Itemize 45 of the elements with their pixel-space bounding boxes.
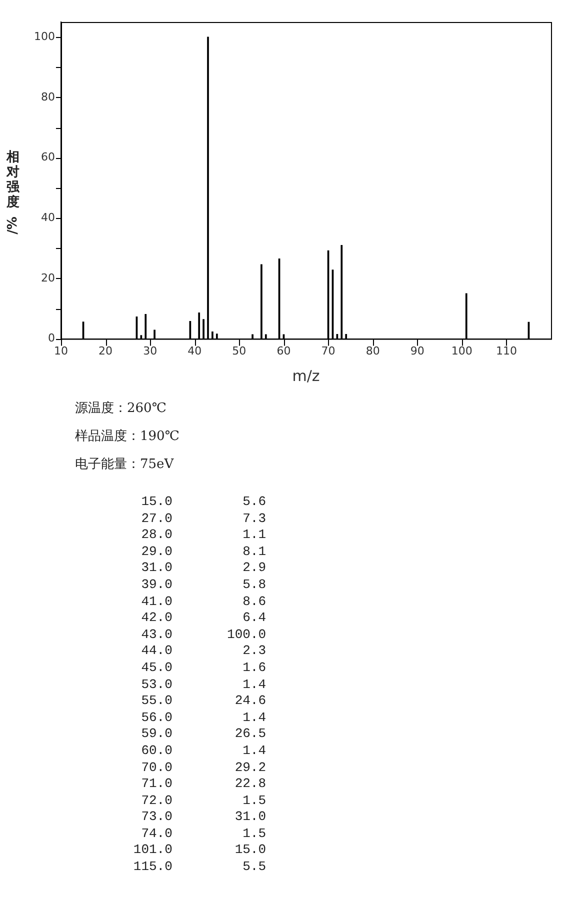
x-tick-label: 60 xyxy=(276,344,291,358)
x-tick-label: 90 xyxy=(410,344,424,358)
x-tick-label: 20 xyxy=(98,344,113,358)
text: 44.0 2.3 xyxy=(140,643,266,660)
x-tick-label: 110 xyxy=(496,344,517,358)
text: 样品温度：190℃ xyxy=(75,428,180,446)
y-tick-label: 40 xyxy=(40,210,55,224)
text: 60.0 1.4 xyxy=(140,742,266,760)
text: 72.0 1.5 xyxy=(140,792,266,810)
y-tick-label: 80 xyxy=(40,90,55,104)
text: 31.0 2.9 xyxy=(140,560,266,577)
x-tick-label: 100 xyxy=(451,344,472,358)
text: 43.0 100.0 xyxy=(140,626,266,644)
x-tick-label: 10 xyxy=(54,344,68,358)
text: 源温度：260℃ xyxy=(75,400,168,418)
text: 55.0 24.6 xyxy=(140,693,266,710)
x-axis-title: m/z xyxy=(292,366,320,385)
text: 27.0 7.3 xyxy=(140,510,266,528)
text: 74.0 1.5 xyxy=(140,826,266,842)
text: 42.0 6.4 xyxy=(140,610,266,627)
text: 73.0 31.0 xyxy=(140,809,266,826)
text: 70.0 29.2 xyxy=(140,760,266,776)
x-tick-label: 50 xyxy=(232,344,246,358)
y-tick-label: 60 xyxy=(40,150,55,164)
text: 45.0 1.6 xyxy=(140,660,266,677)
x-tick-label: 70 xyxy=(321,344,336,358)
text: 101.0 15.0 xyxy=(132,842,266,860)
text: 56.0 1.4 xyxy=(140,710,266,726)
text: 41.0 8.6 xyxy=(140,594,266,610)
y-tick-label: 20 xyxy=(40,271,55,284)
y-tick-label: 100 xyxy=(34,30,55,43)
y-tick-label: 0 xyxy=(48,332,55,345)
text: 15.0 5.6 xyxy=(140,494,266,511)
text: 电子能量：75eV xyxy=(75,456,175,474)
x-tick-label: 80 xyxy=(366,344,380,358)
text: 28.0 1.1 xyxy=(140,527,266,544)
y-axis-title: 相对强度/% xyxy=(4,150,22,234)
text: 59.0 26.5 xyxy=(140,726,266,743)
x-tick-label: 30 xyxy=(143,344,158,358)
text: 71.0 22.8 xyxy=(140,776,266,793)
text: 53.0 1.4 xyxy=(140,676,266,694)
x-tick-label: 40 xyxy=(188,344,202,358)
text: 39.0 5.8 xyxy=(140,576,266,594)
text: 29.0 8.1 xyxy=(140,544,266,560)
text: 115.0 5.5 xyxy=(132,859,266,876)
